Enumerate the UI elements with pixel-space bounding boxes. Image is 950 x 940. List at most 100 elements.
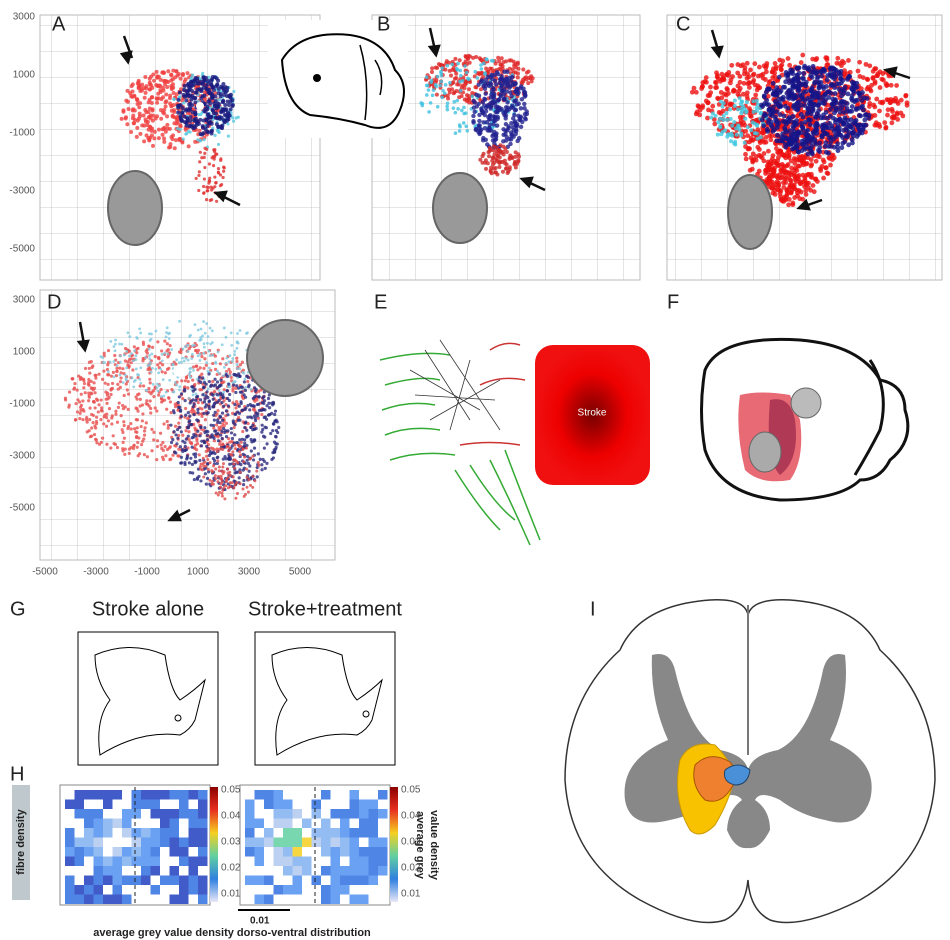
fibre-point [228, 354, 231, 357]
fibre-point [222, 93, 226, 97]
fibre-point [114, 339, 117, 342]
fibre-point [205, 87, 209, 91]
fibre-point [171, 438, 174, 441]
stroke-area [791, 388, 821, 418]
fibre-point [136, 373, 139, 376]
heatmap-cell [283, 828, 293, 838]
fibre-point [823, 97, 828, 102]
fibre-point [761, 158, 766, 163]
fibre-point [487, 117, 491, 121]
heatmap-cell [132, 790, 142, 800]
fibre-point [745, 76, 750, 81]
fibre-point [489, 75, 493, 79]
fibre-point [204, 465, 207, 468]
fibre-point [454, 76, 458, 80]
fibre-point [755, 109, 759, 113]
fibre-point [178, 137, 182, 141]
fibre-point [223, 424, 226, 427]
fibre-point [454, 72, 458, 76]
fibre-point [728, 107, 732, 111]
fibre-point [121, 404, 124, 407]
fibre-point [265, 462, 268, 465]
heatmap-cell [103, 800, 113, 810]
fibre-point [494, 170, 498, 174]
heatmap-cell [151, 790, 161, 800]
fibre-point [232, 120, 235, 123]
fibre-point [123, 424, 126, 427]
fibre-point [217, 171, 220, 174]
fibre-point [223, 455, 226, 458]
fibre-point [221, 470, 224, 473]
fibre-point [246, 416, 249, 419]
heatmap-cell [84, 828, 94, 838]
fibre-point [181, 434, 184, 437]
fibre-point [502, 96, 506, 100]
fibre-point [232, 475, 235, 478]
fibre-point [225, 480, 228, 483]
fibre-point [205, 107, 209, 111]
fibre-point [496, 72, 500, 76]
fibre-point [873, 113, 878, 118]
fibre-point [465, 129, 469, 133]
fibre-point [225, 435, 228, 438]
fibre-point [448, 91, 452, 95]
fibre-point [159, 117, 163, 121]
fibre-point [776, 97, 781, 102]
fibre-point [230, 98, 234, 102]
fibre-point [235, 374, 238, 377]
fibre-point [206, 412, 209, 415]
heatmap-cell [84, 838, 94, 848]
fibre-point [230, 344, 233, 347]
fibre-point [833, 120, 838, 125]
fibre-point [273, 413, 276, 416]
fibre-point [242, 460, 245, 463]
fibre-point [838, 110, 843, 115]
fibre-point [87, 378, 90, 381]
fibre-point [747, 80, 752, 85]
fibre-point [448, 81, 452, 85]
fibre-point [163, 339, 166, 342]
heatmap-cell [170, 866, 180, 876]
fibre-point [147, 115, 151, 119]
fibre-point [714, 81, 719, 86]
fibre-point [253, 479, 256, 482]
fibre-point [166, 368, 169, 371]
fibre-point [105, 402, 108, 405]
fibre-point [233, 350, 236, 353]
fibre-point [491, 95, 495, 99]
heatmap-cell [245, 819, 255, 829]
fibre-point [124, 447, 127, 450]
fibre-point [143, 429, 146, 432]
fibre-point [192, 124, 196, 128]
fibre-point [446, 108, 450, 112]
fibre-point [253, 386, 256, 389]
fibre-point [739, 132, 743, 136]
fibre-point [174, 425, 177, 428]
fibre-point [487, 154, 491, 158]
fibre-point [458, 123, 462, 127]
fibre-point [816, 108, 821, 113]
fibre-point [500, 82, 504, 86]
fibre-point [501, 170, 505, 174]
fibre-point [694, 90, 699, 95]
fibre-point [260, 463, 263, 466]
fibre-point [787, 129, 792, 134]
fibre-point [216, 447, 219, 450]
fibre-point [774, 67, 779, 72]
fibre-point [464, 124, 468, 128]
fibre-point [138, 132, 142, 136]
fibre-point [172, 391, 175, 394]
fibre-point [203, 357, 206, 360]
heatmap-cell [94, 876, 104, 886]
fibre-point [477, 113, 481, 117]
fibre-point [867, 101, 872, 106]
fibre-point [167, 353, 170, 356]
fibre-point [749, 128, 753, 132]
fibre-point [94, 377, 97, 380]
fibre-point [203, 177, 206, 180]
fibre-point [213, 459, 216, 462]
fibre-point [88, 361, 91, 364]
fibre-point [168, 337, 171, 340]
fibre-point [477, 72, 481, 76]
fibre-point [221, 357, 224, 360]
